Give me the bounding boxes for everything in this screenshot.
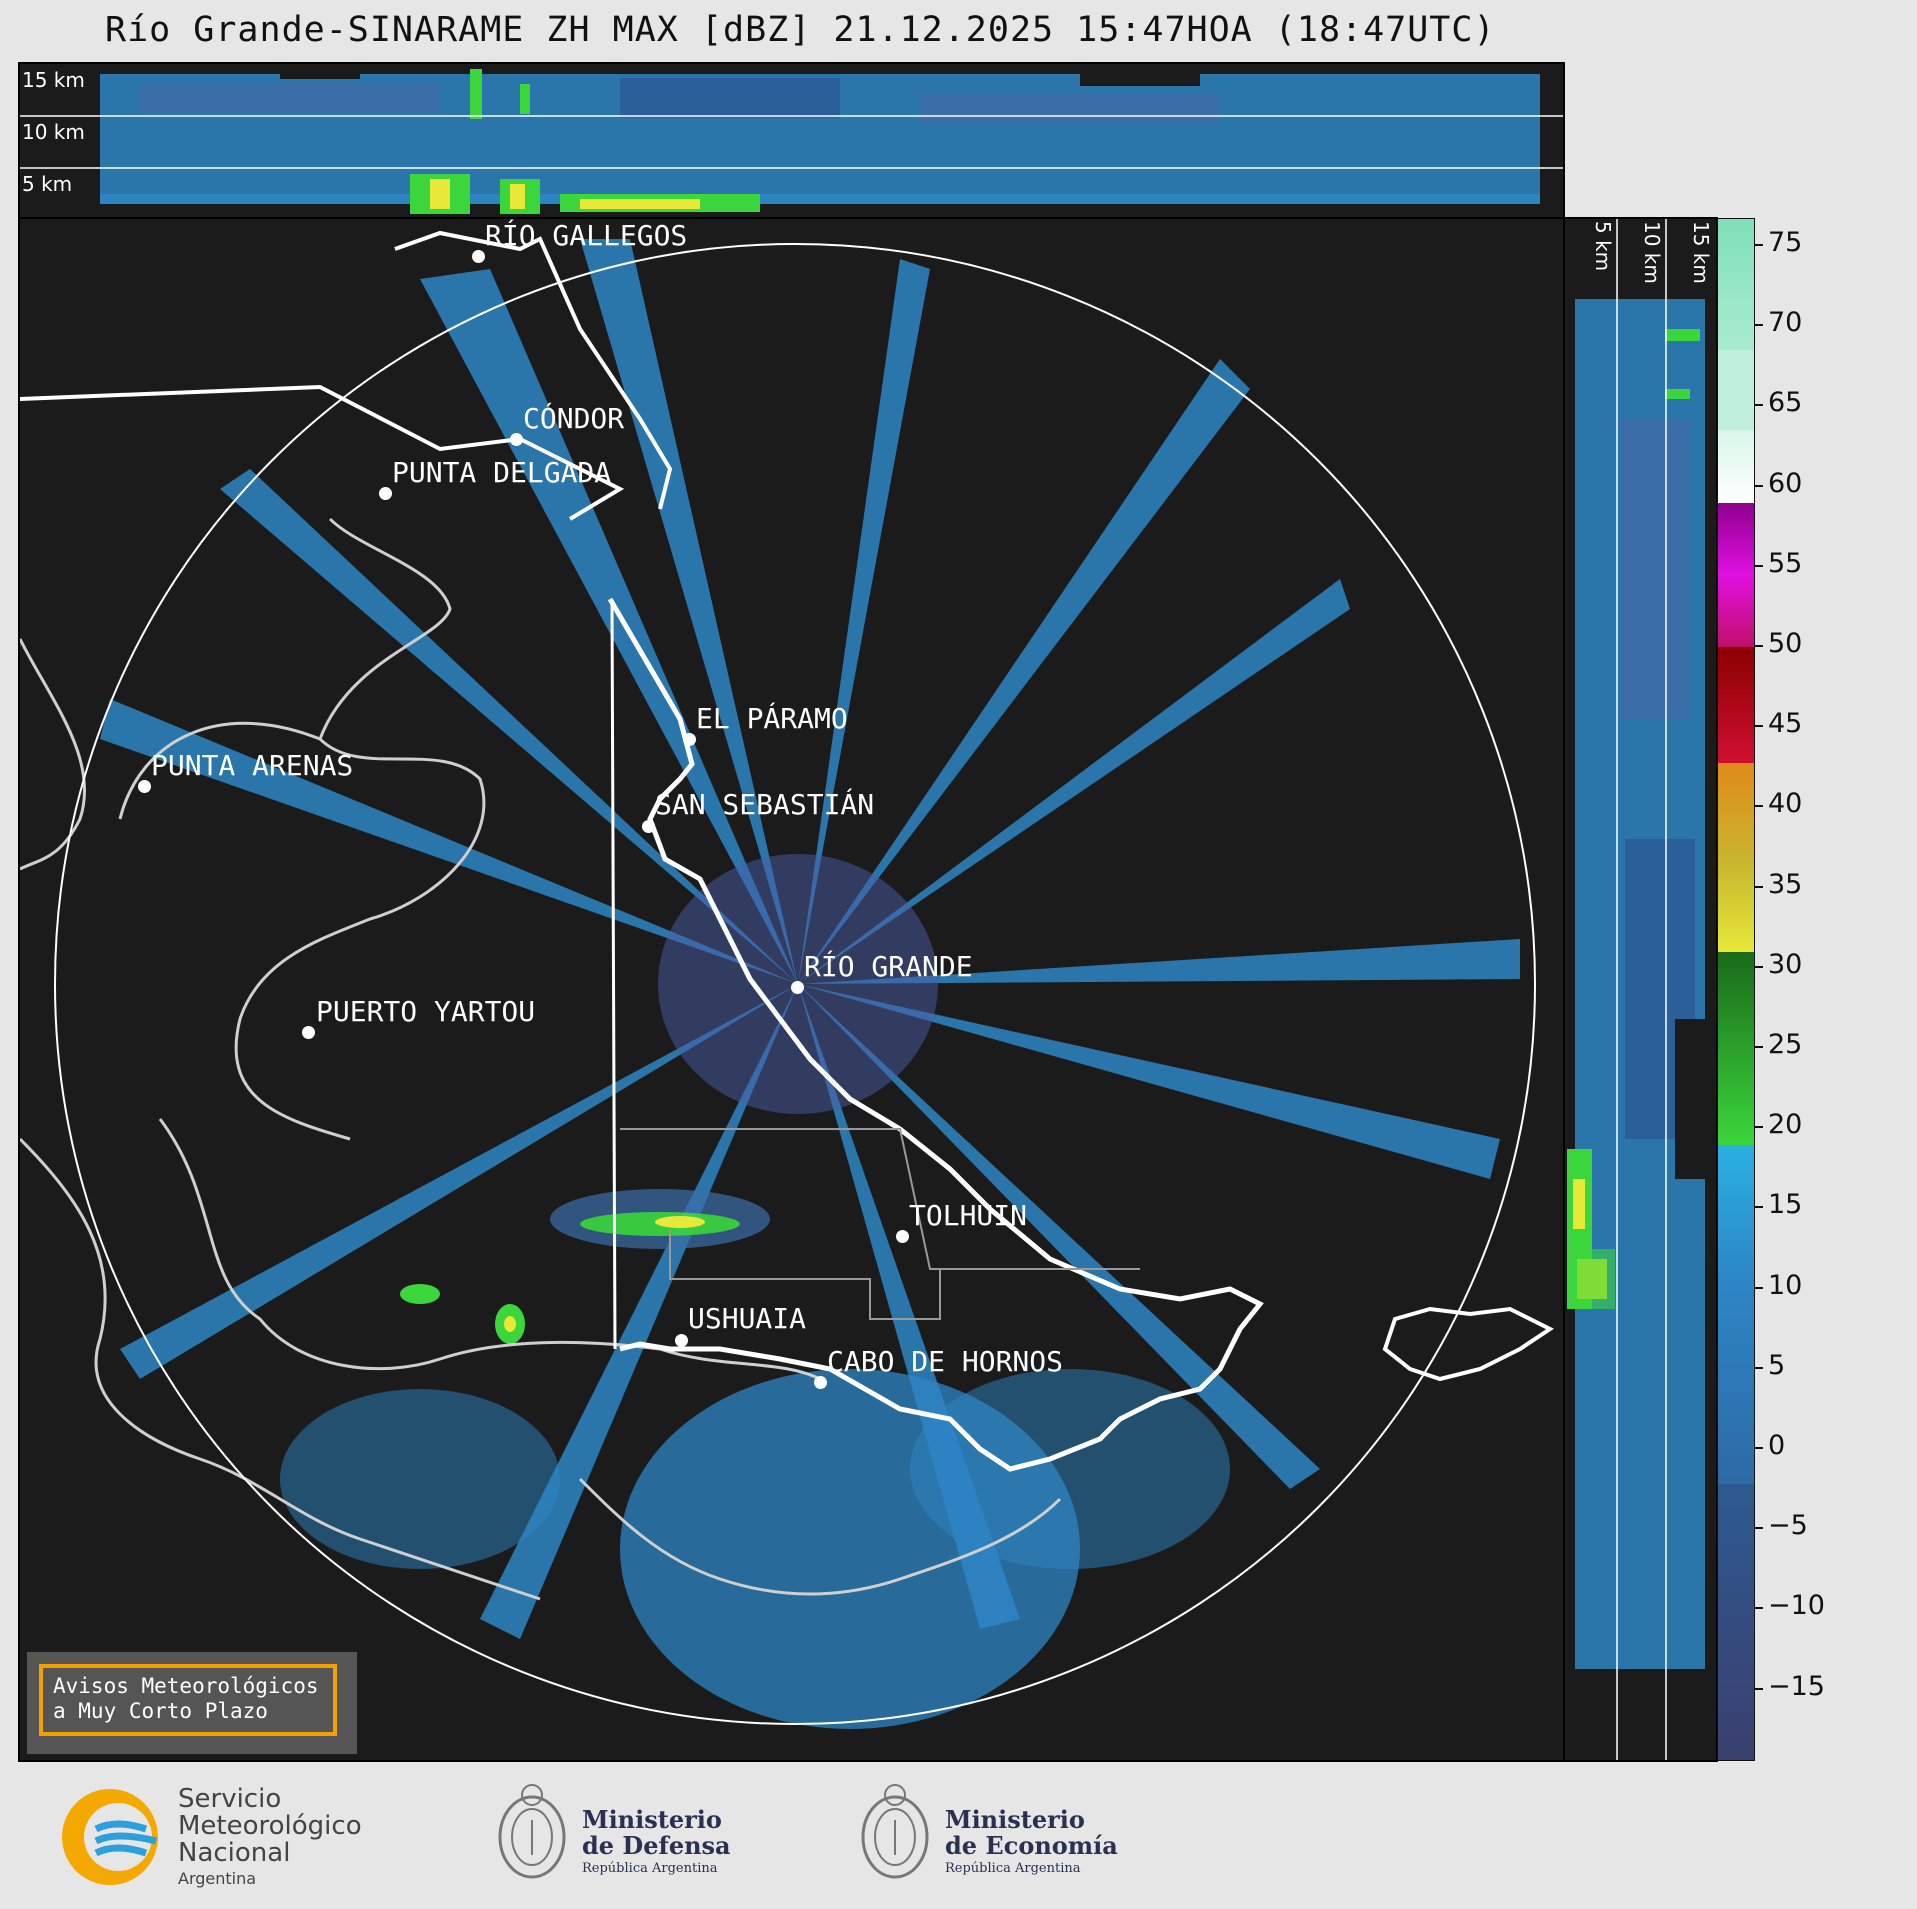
smn-logo-icon xyxy=(62,1789,158,1885)
side-cross-section-echoes xyxy=(1567,219,1716,1760)
economia-line-3: República Argentina xyxy=(945,1861,1081,1876)
defensa-logo: Ministerio de Defensa República Argentin… xyxy=(492,1775,752,1895)
colorbar-tick-mark xyxy=(1755,1607,1763,1610)
colorbar-tick-mark xyxy=(1755,1046,1763,1048)
city-label-cabo-de-hornos: CABO DE HORNOS xyxy=(827,1345,1064,1378)
colorbar-tick-mark xyxy=(1755,885,1763,888)
colorbar-tick-label: 55 xyxy=(1768,547,1803,579)
warning-box[interactable]: Avisos Meteorológicos a Muy Corto Plazo xyxy=(27,1652,357,1754)
city-dot-cabo-de-hornos xyxy=(814,1376,827,1389)
top-cross-section-panel: 15 km 10 km 5 km xyxy=(18,62,1565,219)
defensa-line-2: de Defensa xyxy=(582,1831,731,1860)
radar-map-panel: RÍO GALLEGOS CÓNDOR PUNTA DELGADA EL PÁR… xyxy=(18,217,1565,1762)
colorbar-tick-label: 0 xyxy=(1768,1430,1786,1461)
city-label-san-sebastian: SAN SEBASTIÁN xyxy=(655,788,875,821)
top-km-label-5: 5 km xyxy=(22,172,73,196)
colorbar-tick-mark xyxy=(1755,1366,1763,1369)
side-km-label-5: 5 km xyxy=(1591,221,1615,272)
city-dot-condor xyxy=(510,433,523,446)
side-km-label-10: 10 km xyxy=(1640,221,1664,284)
colorbar-tick-mark xyxy=(1755,404,1763,407)
city-dot-punta-delgada xyxy=(379,487,392,500)
city-label-punta-delgada: PUNTA DELGADA xyxy=(392,456,612,489)
colorbar-tick-mark xyxy=(1755,244,1763,246)
city-dot-rio-gallegos xyxy=(472,250,485,263)
colorbar-tick-mark xyxy=(1755,1527,1763,1530)
defensa-line-3: República Argentina xyxy=(582,1861,718,1876)
city-dot-san-sebastian xyxy=(642,820,655,833)
city-label-el-paramo: EL PÁRAMO xyxy=(696,702,848,735)
colorbar-tick-mark xyxy=(1755,484,1763,487)
colorbar-tick-label: −10 xyxy=(1768,1590,1825,1622)
colorbar-tick-label: 65 xyxy=(1768,387,1803,419)
colorbar-tick-mark xyxy=(1755,1286,1763,1289)
city-label-rio-grande: RÍO GRANDE xyxy=(804,950,973,983)
smn-line-2: Meteorológico xyxy=(178,1811,362,1841)
smn-line-3: Nacional xyxy=(178,1838,291,1868)
city-dot-rio-grande xyxy=(791,981,804,994)
colorbar-tick-label: −5 xyxy=(1768,1510,1808,1542)
warning-line-1: Avisos Meteorológicos xyxy=(53,1674,319,1698)
colorbar-tick-mark xyxy=(1755,1126,1763,1129)
city-dot-ushuaia xyxy=(675,1334,688,1347)
colorbar-tick-mark xyxy=(1755,1206,1763,1209)
city-dot-punta-arenas xyxy=(138,780,151,793)
city-label-condor: CÓNDOR xyxy=(523,402,625,435)
colorbar-tick-mark xyxy=(1755,564,1763,567)
colorbar xyxy=(1717,218,1755,1761)
city-label-tolhuin: TOLHUIN xyxy=(909,1199,1028,1232)
colorbar-tick-mark xyxy=(1755,965,1763,968)
colorbar-tick-label: 25 xyxy=(1768,1029,1803,1060)
colorbar-tick-mark xyxy=(1755,1447,1763,1449)
economia-line-2: de Economía xyxy=(945,1831,1118,1860)
colorbar-tick-label: 20 xyxy=(1768,1109,1803,1141)
colorbar-tick-label: 35 xyxy=(1768,868,1803,900)
smn-line-4: Argentina xyxy=(178,1869,257,1888)
city-label-rio-gallegos: RÍO GALLEGOS xyxy=(485,219,688,252)
colorbar-tick-mark xyxy=(1755,725,1763,728)
colorbar-tick-mark xyxy=(1755,645,1763,647)
top-km-label-10: 10 km xyxy=(22,120,85,144)
city-dot-tolhuin xyxy=(896,1230,909,1243)
defensa-line-1: Ministerio xyxy=(582,1805,722,1834)
colorbar-tick-label: 5 xyxy=(1768,1349,1786,1381)
city-dot-puerto-yartou xyxy=(302,1026,315,1039)
colorbar-tick-label: 10 xyxy=(1768,1269,1803,1301)
economia-logo: Ministerio de Economía República Argenti… xyxy=(855,1775,1135,1895)
city-label-punta-arenas: PUNTA ARENAS xyxy=(151,749,354,782)
colorbar-tick-mark xyxy=(1755,324,1763,327)
side-km-label-15: 15 km xyxy=(1689,221,1713,284)
colorbar-tick-label: 70 xyxy=(1768,307,1803,339)
city-label-ushuaia: USHUAIA xyxy=(688,1302,807,1335)
colorbar-tick-label: 40 xyxy=(1768,788,1803,820)
colorbar-tick-label: 60 xyxy=(1768,467,1803,499)
colorbar-tick-label: 45 xyxy=(1768,708,1803,740)
colorbar-tick-label: 15 xyxy=(1768,1189,1803,1221)
top-km-label-15: 15 km xyxy=(22,68,85,92)
warning-box-frame: Avisos Meteorológicos a Muy Corto Plazo xyxy=(39,1664,337,1736)
city-label-puerto-yartou: PUERTO YARTOU xyxy=(316,995,536,1028)
colorbar-tick-mark xyxy=(1755,805,1763,808)
colorbar-tick-label: −15 xyxy=(1768,1670,1825,1702)
side-cross-section-panel: 5 km 10 km 15 km xyxy=(1563,217,1718,1762)
colorbar-tick-mark xyxy=(1755,1687,1763,1690)
national-shield-icon xyxy=(498,1784,566,1879)
warning-line-2: a Muy Corto Plazo xyxy=(53,1699,268,1723)
top-cross-section-echoes xyxy=(20,64,1563,214)
radar-map-canvas xyxy=(20,230,1554,1729)
city-dot-el-paramo xyxy=(683,733,696,746)
colorbar-tick-label: 75 xyxy=(1768,227,1803,258)
colorbar-tick-label: 30 xyxy=(1768,948,1803,980)
smn-logo: Servicio Meteorológico Nacional Argentin… xyxy=(58,1785,388,1890)
map-title: Río Grande-SINARAME ZH MAX [dBZ] 21.12.2… xyxy=(105,10,1496,50)
national-shield-icon xyxy=(861,1784,929,1879)
colorbar-tick-label: 50 xyxy=(1768,628,1803,659)
economia-line-1: Ministerio xyxy=(945,1805,1085,1834)
smn-line-1: Servicio xyxy=(178,1784,282,1814)
